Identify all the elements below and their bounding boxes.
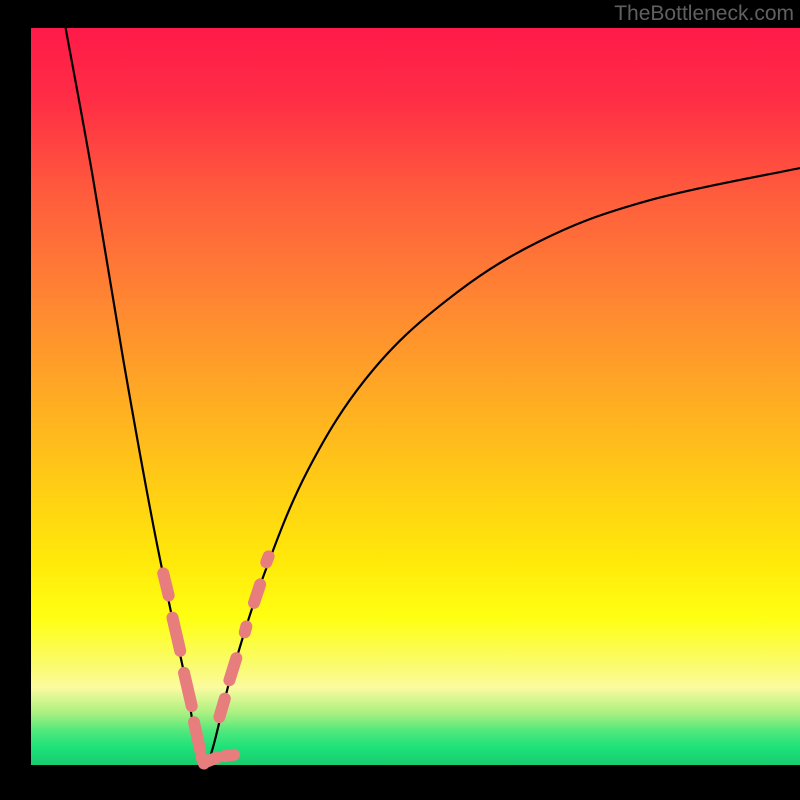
marker-dash [207, 758, 217, 762]
marker-dash [229, 658, 236, 680]
marker-dash [194, 722, 200, 750]
bottleneck-chart [0, 0, 800, 800]
marker-dash [184, 673, 192, 706]
marker-dash [254, 584, 260, 602]
attribution-watermark: TheBottleneck.com [614, 2, 794, 26]
marker-dash [266, 556, 268, 562]
marker-dash [219, 699, 224, 717]
marker-dash [245, 626, 247, 632]
chart-container: TheBottleneck.com [0, 0, 800, 800]
marker-dash [163, 573, 168, 595]
marker-dash [225, 755, 234, 756]
plot-background-gradient [31, 28, 800, 765]
marker-dash [172, 618, 180, 651]
